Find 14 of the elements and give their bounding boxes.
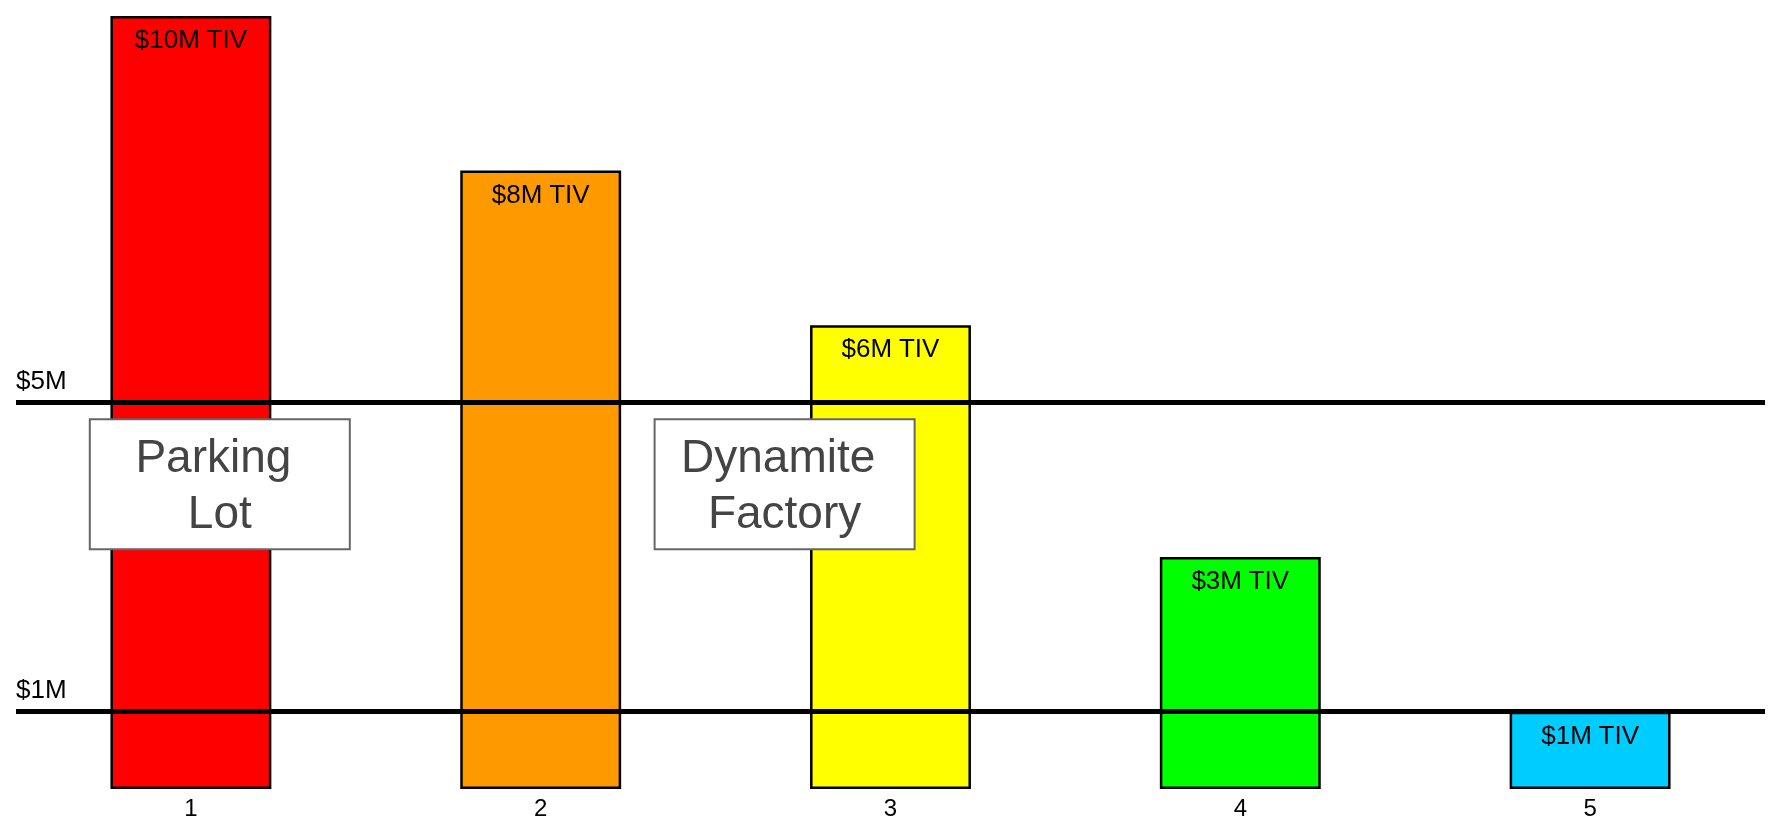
x-tick-label: 2 (534, 793, 548, 821)
ref-line-label: $1M (16, 673, 67, 704)
data-label: $3M TIV (1191, 565, 1290, 596)
annotation: Dynamite Factory (681, 430, 889, 539)
x-tick-label: 1 (184, 793, 198, 821)
x-tick-label: 4 (1233, 793, 1247, 821)
x-tick-label: 3 (883, 793, 898, 821)
x-tick-label: 5 (1583, 793, 1597, 821)
data-label: $1M TIV (1541, 719, 1640, 750)
annotation: Parking Lot (135, 430, 305, 539)
data-label: $10M TIV (134, 24, 248, 54)
data-label: $8M TIV (491, 178, 591, 209)
data-label: $6M TIV (841, 333, 941, 364)
ref-line-label: $5M (16, 364, 67, 395)
